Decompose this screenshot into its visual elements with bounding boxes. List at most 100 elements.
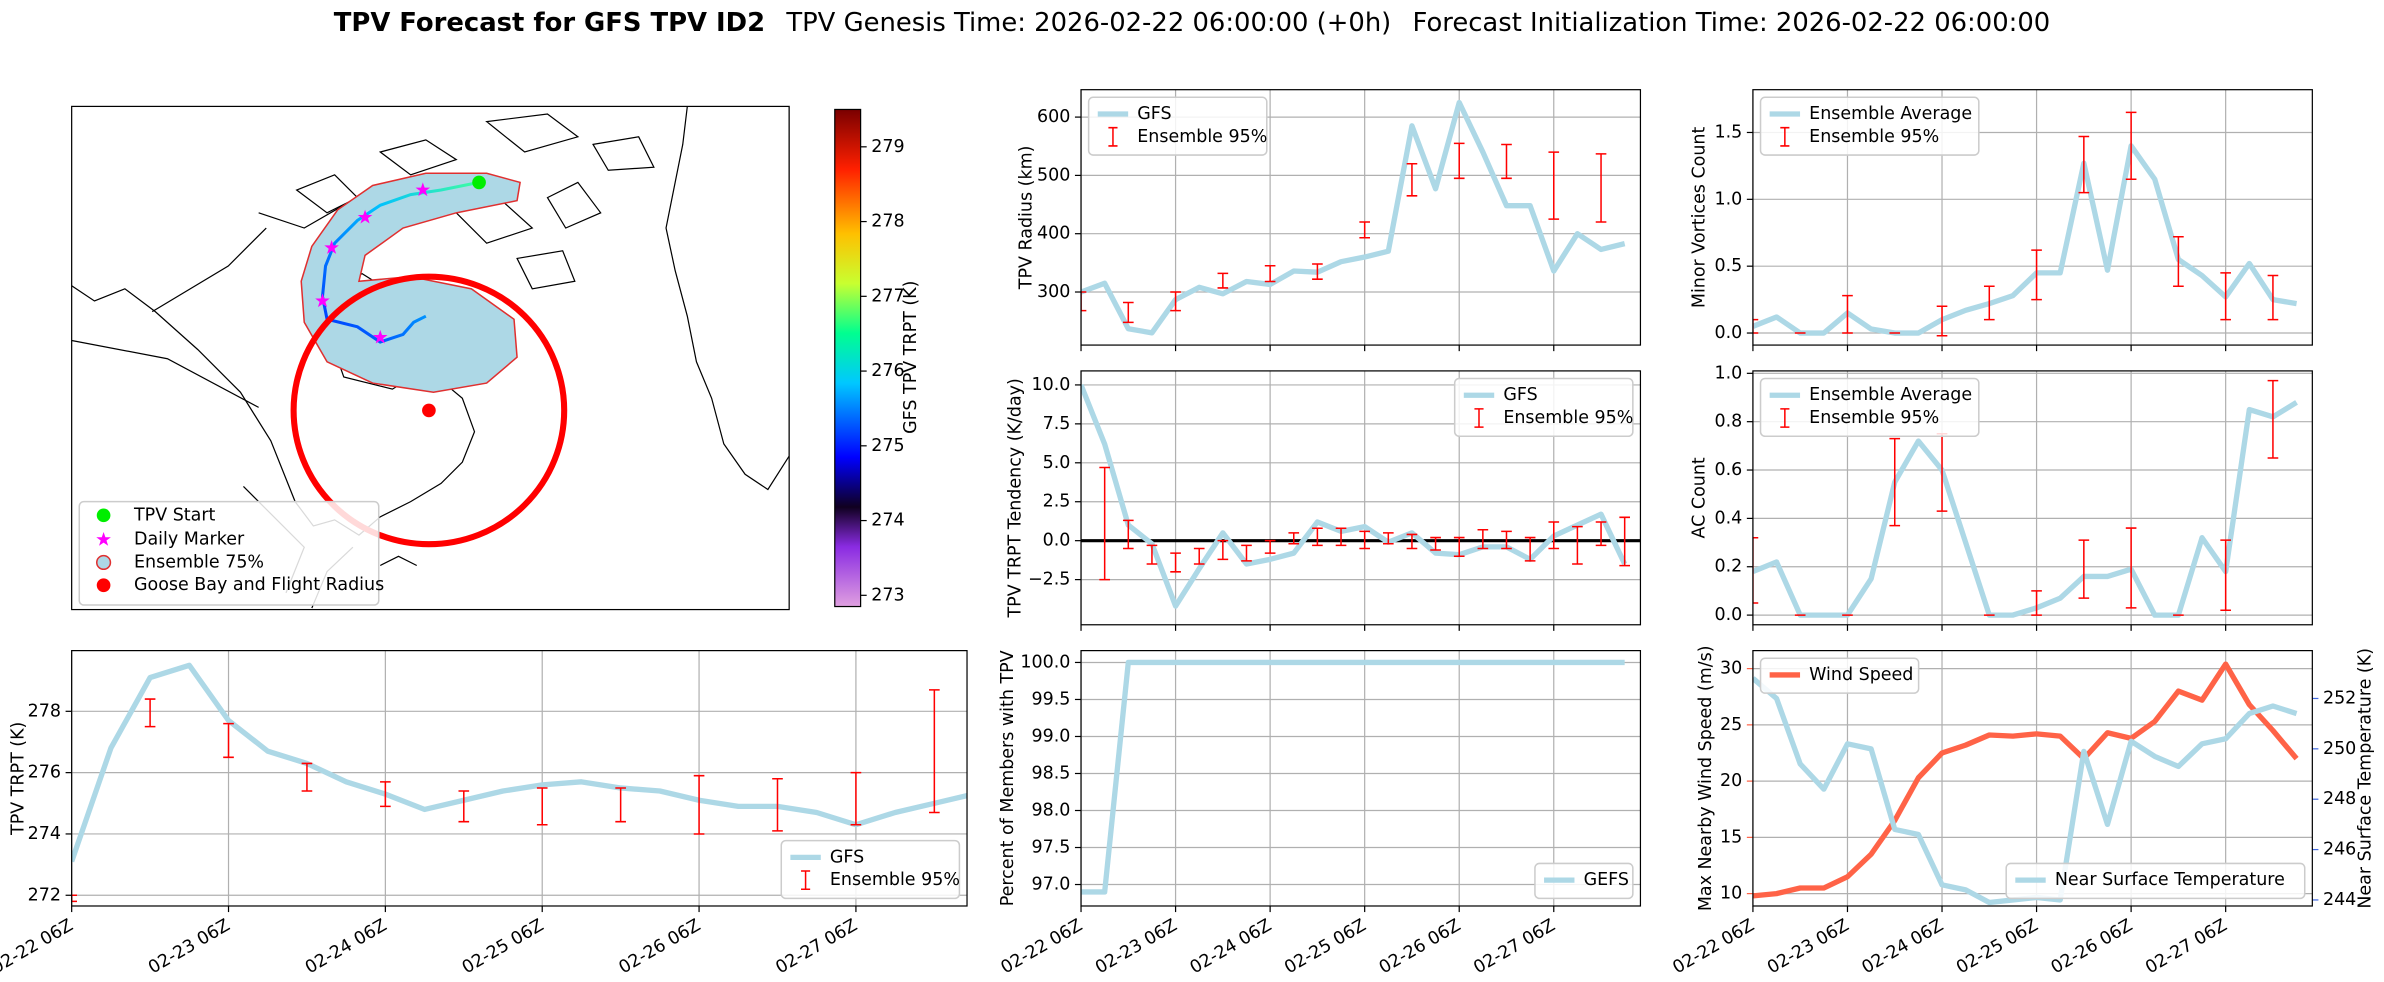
legend-label: Daily Marker (134, 530, 245, 550)
y-tick-label: 99.0 (1031, 726, 1070, 746)
y-tick-label: 10 (1720, 884, 1742, 904)
error-bar (71, 894, 77, 903)
y-tick-label: 1.5 (1715, 122, 1743, 142)
error-bar (1122, 301, 1134, 324)
legend-label: Ensemble Average (1809, 104, 1972, 124)
y-tick-label: 400 (1037, 224, 1070, 244)
error-bar (144, 698, 156, 728)
x-tick-label: 02-26 06Z (616, 916, 704, 979)
error-bar (1170, 291, 1181, 312)
legend-box (780, 839, 961, 900)
error-bar (1619, 516, 1630, 567)
error-bar (1501, 143, 1512, 180)
error-bar (1312, 263, 1323, 280)
error-bar (2031, 249, 2042, 301)
legend-box (1759, 657, 1920, 694)
y-axis-label: Max Nearby Wind Speed (m/s) (1696, 645, 1716, 911)
error-bar (1122, 519, 1134, 550)
axes-frame (1080, 370, 1642, 626)
map-body (71, 106, 790, 609)
y-tick-label: 15 (1720, 827, 1742, 847)
y-tick-label: 0.0 (1715, 323, 1743, 343)
x-tick-label: 02-26 06Z (2048, 916, 2136, 979)
ensemble-75 (300, 172, 521, 393)
legend-box (78, 500, 380, 606)
y-tick-label: 100.0 (1020, 652, 1070, 672)
legend-label: Ensemble 95% (830, 870, 960, 890)
x-tick-label: 02-22 06Z (0, 916, 77, 979)
axes-frame (71, 650, 968, 907)
y-tick-label: 30 (1720, 659, 1742, 679)
map: TPV Start Daily Marker Ensemble 75% Goos… (71, 105, 921, 611)
y-axis-label: TPV Radius (km) (1016, 146, 1036, 291)
series-line (1081, 383, 1628, 609)
error-bar (1217, 272, 1229, 289)
y-tick-label: 0.0 (1715, 605, 1743, 625)
y-tick-label: 276 (28, 763, 61, 783)
series-line (1752, 661, 2299, 899)
y-tick-label: 5.0 (1043, 453, 1071, 473)
error-bar (2267, 274, 2279, 321)
error-bar (2078, 135, 2090, 194)
y-tick-label: 97.0 (1031, 875, 1070, 895)
panel: 02-22 06Z 02-23 06Z 02-24 06Z 02-25 06Z 02-2… (998, 650, 1642, 979)
y-tick-label: 0.5 (1715, 256, 1743, 276)
legend-swatch (1108, 126, 1118, 147)
goose-bay (422, 403, 436, 418)
legend-box (1759, 377, 1980, 438)
y-tick-label: 2.5 (1043, 492, 1071, 512)
y-tick-label: 97.5 (1031, 838, 1070, 858)
y-tick-label: 0.2 (1715, 557, 1743, 577)
colorbar-tick-label: 273 (871, 585, 904, 605)
daily-markers (315, 182, 431, 344)
legend-box (1534, 862, 1634, 900)
figure-title: TPV Forecast for GFS TPV ID2 TPV Genesis … (334, 7, 2050, 37)
legend-label: Ensemble 95% (1503, 408, 1633, 428)
y2-tick-label: 244 (2323, 890, 2356, 910)
y-tick-label: 98.0 (1031, 801, 1070, 821)
error-bar (1406, 533, 1418, 550)
legend-box (1453, 377, 1634, 438)
y-tick-label: 10.0 (1031, 375, 1070, 395)
legend-label: Ensemble Average (1809, 385, 1972, 405)
legend-marker (96, 508, 111, 523)
track (320, 180, 480, 344)
x-tick-label: 02-24 06Z (1859, 916, 1947, 979)
error-bar (1382, 532, 1394, 545)
legend-box (1087, 96, 1268, 156)
error-bar (223, 722, 234, 759)
y2-tick-label: 246 (2323, 840, 2356, 860)
legend-label: TPV Start (133, 505, 216, 525)
error-bar (1430, 536, 1441, 551)
map-frame (71, 105, 790, 611)
map-legend: TPV Start Daily Marker Ensemble 75% Goos… (78, 500, 384, 606)
error-bar (1524, 536, 1536, 562)
legend-label: GFS (830, 847, 864, 867)
y-tick-label: 272 (28, 885, 61, 905)
axes-frame (1080, 650, 1642, 907)
legend-label: Goose Bay and Flight Radius (134, 575, 384, 595)
x-tick-label: 02-23 06Z (145, 916, 233, 979)
y2-axis-label: Near Surface Temperature (K) (2356, 648, 2376, 909)
legend-label: GFS (1137, 104, 1171, 124)
x-tick-label: 02-22 06Z (1670, 916, 1758, 979)
colorbar-tick-label: 276 (871, 361, 904, 381)
error-bar (2220, 272, 2231, 321)
daily-marker (415, 182, 431, 197)
panel: 02-22 06Z 02-23 06Z 02-24 06Z 02-25 06Z 02-2… (0, 650, 968, 979)
axes-frame (1752, 89, 2313, 346)
y-tick-label: 0.0 (1043, 531, 1071, 551)
error-bar (458, 790, 470, 823)
x-tick-label: 02-27 06Z (1470, 916, 1558, 979)
colorbar-tick-label: 278 (871, 212, 904, 232)
x-tick-label: 02-27 06Z (2142, 916, 2230, 979)
y-axis-label: AC Count (1690, 457, 1710, 538)
error-bar (1217, 539, 1229, 561)
error-bar (1842, 294, 1853, 334)
legend-label: GEFS (1584, 870, 1629, 890)
tpv-start (472, 175, 486, 190)
colorbar-tick-label: 275 (871, 436, 904, 456)
error-bar (1548, 151, 1560, 220)
y-tick-label: −2.5 (1028, 570, 1070, 590)
